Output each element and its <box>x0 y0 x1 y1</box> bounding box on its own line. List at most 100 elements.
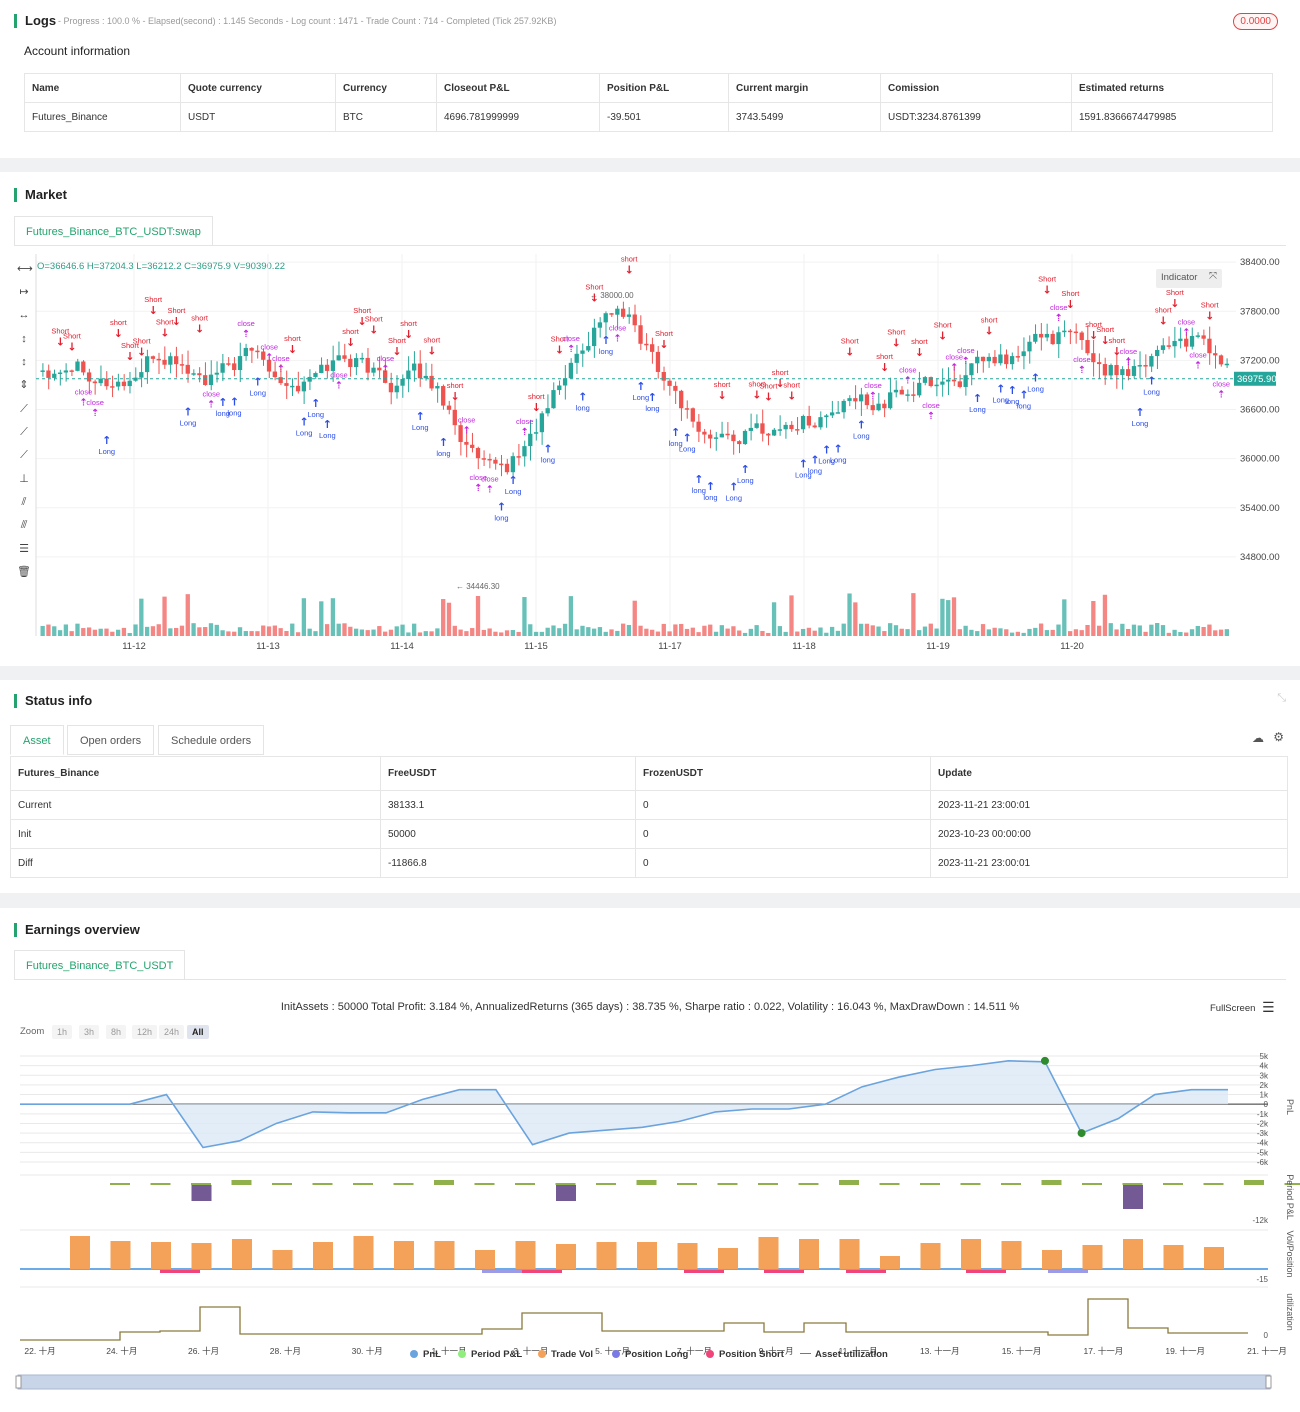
close-signal-label: close <box>202 390 220 399</box>
parallel-channel-tool-icon[interactable]: ⫽ <box>21 496 27 508</box>
zoom-all[interactable]: All <box>187 1025 209 1039</box>
short-signal-label: short <box>342 327 360 336</box>
vertical-segment-tool-icon[interactable]: ↕ <box>21 356 27 368</box>
long-arrow-icon: ↑ <box>218 396 227 409</box>
gear-icon[interactable]: ⚙ <box>1273 730 1284 744</box>
short-signal-label: Short <box>887 328 906 337</box>
menu-icon[interactable]: ☰ <box>1262 999 1275 1015</box>
zoom-8h[interactable]: 8h <box>106 1025 127 1039</box>
fib-tool-icon[interactable]: ☰ <box>19 543 29 555</box>
tab-earnings-symbol[interactable]: Futures_Binance_BTC_USDT <box>14 950 186 980</box>
legend-period-pnl[interactable]: Period P&L <box>458 1349 522 1360</box>
trade-vol-bar <box>70 1236 90 1269</box>
short-signal-label: short <box>749 379 767 388</box>
fullscreen-button[interactable]: FullScreen <box>1210 1003 1256 1014</box>
close-signal-label: close <box>946 352 964 361</box>
horizontal-ray-tool-icon[interactable]: ↦ <box>19 286 29 298</box>
candle-body <box>922 377 928 383</box>
short-arrow-icon: ↓ <box>555 344 564 357</box>
candle-body <box>888 392 893 409</box>
tab-asset[interactable]: Asset <box>10 725 64 755</box>
axis-title-vol-position: Vol/Position <box>1285 1230 1295 1277</box>
trend-extended-tool-icon[interactable]: ⟋ <box>20 449 28 461</box>
tab-open-orders[interactable]: Open orders <box>67 725 155 755</box>
zoom-1h[interactable]: 1h <box>52 1025 73 1039</box>
pitchfork-tool-icon[interactable]: ⫻ <box>20 519 28 531</box>
zoom-12h[interactable]: 12h <box>132 1025 158 1039</box>
candle-body <box>1178 338 1183 341</box>
vertical-line-tool-icon[interactable]: ↕ <box>21 333 27 345</box>
period-gain-bar <box>717 1183 738 1185</box>
volume-bar <box>609 629 614 636</box>
y-tick-label: 38400.00 <box>1240 257 1280 268</box>
volume-bar <box>673 624 678 636</box>
volume-bar <box>986 629 991 636</box>
cell-frozen: 0 <box>635 790 931 820</box>
legend-dot-icon <box>612 1350 620 1358</box>
candle-body <box>679 390 684 409</box>
trend-line-tool-icon[interactable]: ⟋ <box>20 403 28 415</box>
candle-body <box>522 446 527 457</box>
volume-bar <box>1149 624 1154 636</box>
legend-position-long[interactable]: Position Long <box>612 1349 688 1360</box>
earnings-chart[interactable]: 5k4k3k2k1k0-1k-2k-3k-4k-5k-6kPnL-12kPeri… <box>0 1042 1300 1412</box>
cloud-icon[interactable]: ☁ <box>1252 731 1264 745</box>
volume-bar <box>174 627 179 636</box>
zoom-3h[interactable]: 3h <box>79 1025 100 1039</box>
long-arrow-icon: ↑ <box>1019 388 1028 401</box>
long-arrow-icon: ↑ <box>1147 374 1156 387</box>
candle-body <box>533 432 539 434</box>
candle-body <box>81 361 86 373</box>
volume-bar <box>110 631 115 636</box>
candle-body <box>208 374 214 386</box>
close-signal-label: close <box>330 370 348 379</box>
horizontal-line-tool-icon[interactable]: ⟷ <box>17 263 33 275</box>
candle-body <box>690 408 695 422</box>
trend-ray-tool-icon[interactable]: ⟋ <box>20 426 28 438</box>
short-signal-label: Short <box>156 318 175 327</box>
extended-line-tool-icon[interactable]: ↔ <box>18 309 30 321</box>
volume-bar <box>963 625 968 636</box>
short-signal-label: short <box>447 381 465 390</box>
volume-bar <box>52 626 57 636</box>
legend-position-short[interactable]: Position Short <box>706 1349 784 1360</box>
zoom-24h[interactable]: 24h <box>159 1025 185 1039</box>
long-signal-label: long <box>1005 397 1019 406</box>
period-gain-bar <box>434 1180 454 1185</box>
volume-bar <box>481 629 486 636</box>
collapse-icon[interactable]: ⤡ <box>1277 692 1286 704</box>
trash-icon[interactable]: 🗑 <box>17 566 31 578</box>
legend-pnl[interactable]: PnL <box>410 1349 441 1360</box>
trade-vol-bar <box>961 1239 981 1269</box>
long-signal-label: Long <box>853 432 870 441</box>
navigator-left-handle <box>15 1375 22 1389</box>
tab-schedule-orders[interactable]: Schedule orders <box>158 725 265 755</box>
legend-label: Trade Vol <box>551 1349 594 1360</box>
candle-body <box>452 409 457 426</box>
candle-body <box>63 370 69 373</box>
candle-body <box>696 421 701 432</box>
candle-body <box>412 363 417 371</box>
candlestick-chart[interactable]: 38400.00 37800.00 37200.00 36600.00 36000.00… <box>0 246 1300 666</box>
close-arrow-icon: ⇡ <box>381 364 389 375</box>
legend-asset-utilization[interactable]: Asset utilization <box>800 1349 888 1360</box>
volume-bar <box>766 632 771 636</box>
long-arrow-icon: ↑ <box>822 444 831 457</box>
indicator-button[interactable]: Indicator ⤧ <box>1156 269 1222 288</box>
period-gain-bar <box>879 1183 900 1185</box>
col-frozen-usdt: FrozenUSDT <box>635 756 931 791</box>
volume-bar <box>1126 628 1131 636</box>
volume-bar <box>934 628 939 636</box>
short-arrow-icon: ↓ <box>625 264 634 277</box>
volume-bar <box>876 626 881 636</box>
vertical-arrow-tool-icon[interactable]: ⇕ <box>19 379 29 391</box>
legend-trade-vol[interactable]: Trade Vol <box>538 1349 593 1360</box>
volume-bar <box>969 629 974 636</box>
navigator-right-handle <box>1265 1375 1272 1389</box>
high-price-marker: ← 38000.00 <box>590 291 634 300</box>
tab-market-symbol[interactable]: Futures_Binance_BTC_USDT:swap <box>14 216 213 246</box>
candle-body <box>702 431 707 435</box>
volume-bar <box>516 631 521 636</box>
price-range-tool-icon[interactable]: ⊥ <box>19 473 29 485</box>
long-signal-label: Long <box>412 423 429 432</box>
